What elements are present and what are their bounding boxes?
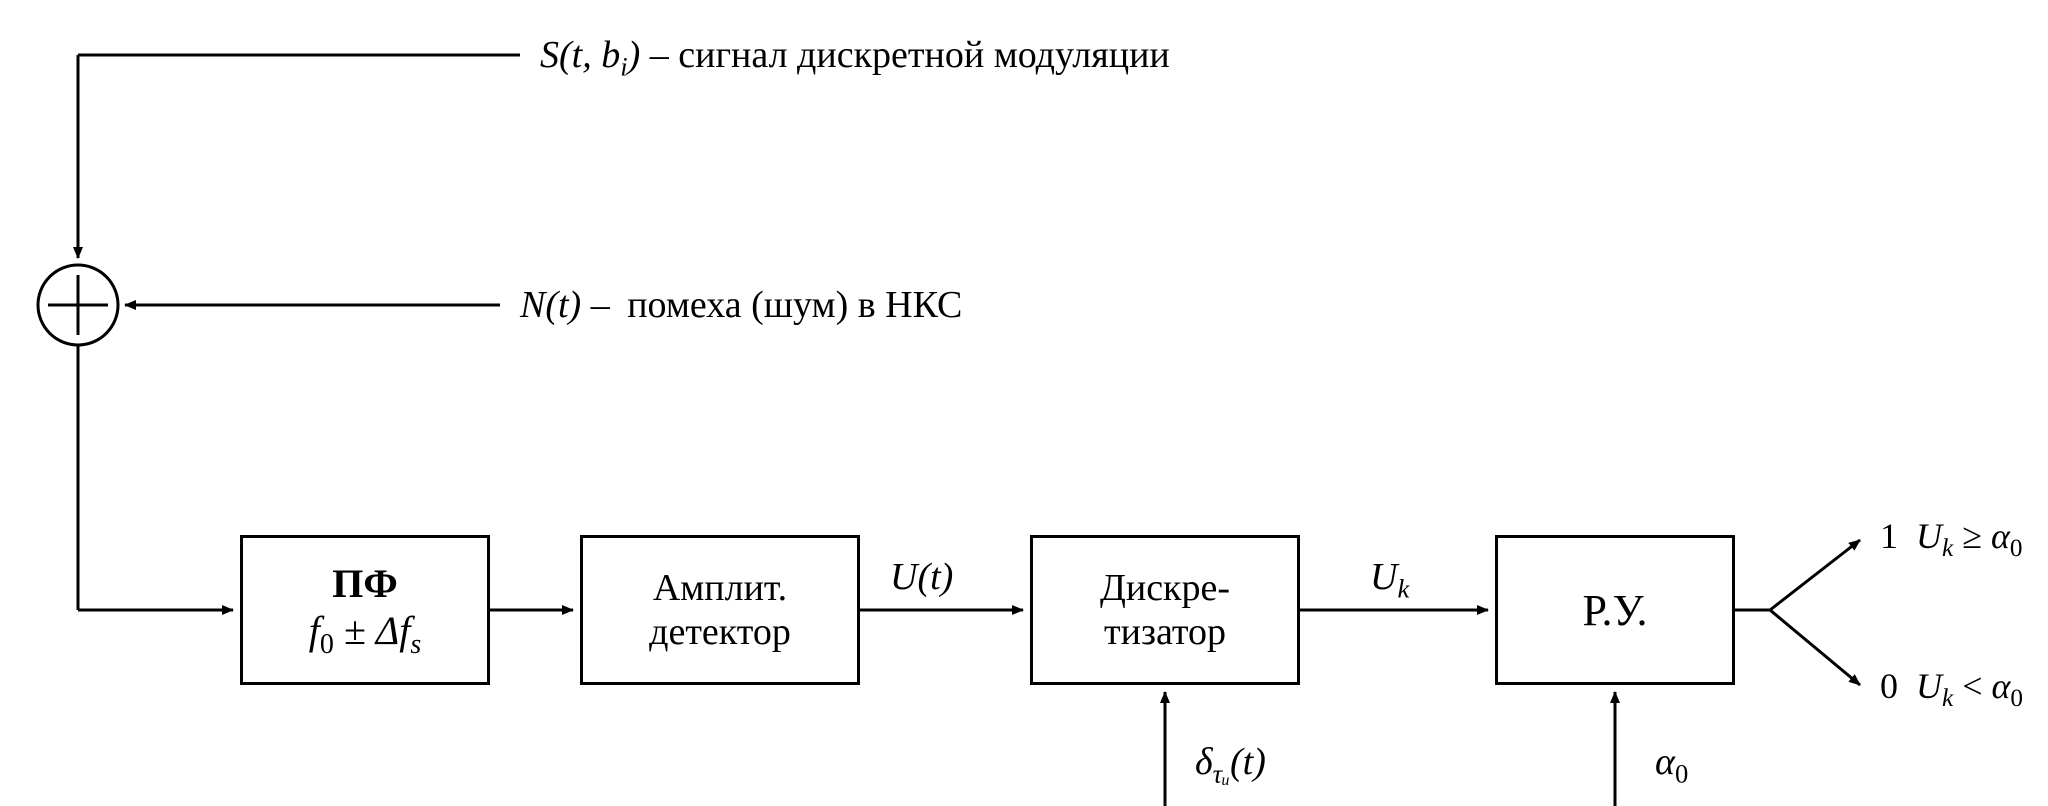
signal-text: сигнал дискретной модуляции [678, 34, 1170, 76]
label-uk: Uk [1370, 555, 1409, 605]
label-delta: δτᵤ(t) [1195, 740, 1266, 790]
noise-text: помеха (шум) в НКС [627, 284, 962, 326]
output-0-label: 0 Uk < α0 [1880, 665, 2023, 713]
wires-svg [0, 0, 2048, 806]
block-decision: Р.У. [1495, 535, 1735, 685]
signal-label: S(t, bi) – сигнал дискретной модуляции [540, 33, 1170, 83]
decision-title: Р.У. [1583, 585, 1648, 636]
diagram-canvas: S(t, bi) – сигнал дискретной модуляции N… [0, 0, 2048, 806]
pf-formula: f0 ± Δfs [309, 607, 422, 661]
sampler-line2: тизатор [1104, 610, 1226, 654]
output-1-label: 1 Uk ≥ α0 [1880, 515, 2022, 563]
detector-line1: Амплит. [653, 566, 787, 610]
label-alpha0: α0 [1655, 740, 1688, 790]
block-detector: Амплит. детектор [580, 535, 860, 685]
label-ut: U(t) [890, 555, 953, 599]
detector-line2: детектор [649, 610, 791, 654]
noise-label: N(t) – помеха (шум) в НКС [520, 283, 962, 327]
block-pf: ПФ f0 ± Δfs [240, 535, 490, 685]
pf-title: ПФ [332, 560, 397, 607]
noise-formula: N(t) – [520, 284, 610, 326]
block-sampler: Дискре- тизатор [1030, 535, 1300, 685]
sampler-line1: Дискре- [1100, 566, 1230, 610]
signal-formula: S(t, bi) – [540, 34, 678, 76]
